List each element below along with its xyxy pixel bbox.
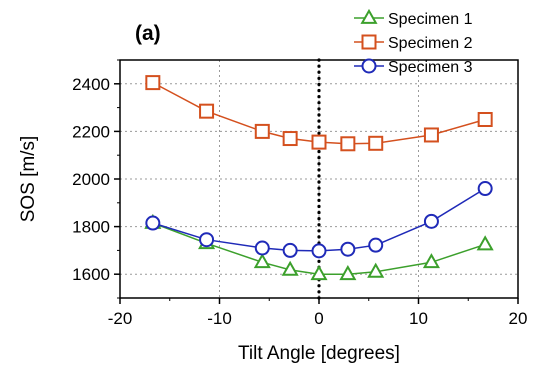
legend-item: Specimen 2	[354, 34, 473, 52]
x-tick-label: 0	[314, 309, 323, 328]
axes: -20 -10 0 10 20 1600 1800 2000 2200 2400	[72, 59, 528, 328]
data-point	[477, 112, 493, 127]
data-point	[199, 232, 215, 248]
data-point	[423, 213, 439, 229]
grid	[120, 60, 518, 298]
series-layer	[144, 75, 494, 281]
data-point	[340, 241, 356, 257]
y-tick-label: 2000	[72, 170, 110, 189]
legend-label: Specimen 1	[388, 11, 473, 28]
data-point	[368, 237, 384, 253]
legend: Specimen 1 Specimen 2 Specimen 3	[354, 8, 473, 76]
data-point	[281, 260, 299, 276]
legend-item: Specimen 3	[354, 58, 473, 76]
data-point	[423, 127, 439, 143]
data-point	[254, 240, 270, 256]
data-point	[253, 253, 271, 269]
legend-item: Specimen 1	[354, 8, 473, 28]
data-point	[254, 123, 270, 139]
data-point	[477, 181, 493, 197]
data-point	[368, 135, 384, 151]
data-point	[282, 242, 298, 258]
data-point	[476, 235, 494, 251]
y-tick-label: 1600	[72, 265, 110, 284]
x-tick-label: -20	[108, 309, 133, 328]
legend-marker	[360, 8, 378, 24]
y-axis-title: SOS [m/s]	[18, 136, 39, 223]
y-tick-label: 2200	[72, 122, 110, 141]
data-point	[311, 134, 327, 150]
legend-marker	[361, 58, 377, 74]
data-point	[145, 215, 161, 231]
data-point	[367, 262, 385, 278]
data-point	[282, 131, 298, 147]
data-point	[339, 265, 357, 281]
x-tick-label: 10	[409, 309, 428, 328]
legend-label: Specimen 3	[388, 59, 473, 76]
data-point	[340, 136, 356, 152]
x-tick-label: 20	[509, 309, 528, 328]
legend-label: Specimen 2	[388, 35, 473, 52]
data-point	[199, 103, 215, 119]
y-tick-label: 1800	[72, 218, 110, 237]
data-point	[422, 253, 440, 269]
x-axis-title: Tilt Angle [degrees]	[238, 343, 400, 364]
y-tick-label: 2400	[72, 75, 110, 94]
data-point	[311, 243, 327, 259]
data-point	[145, 75, 161, 91]
panel-label: (a)	[135, 22, 161, 45]
legend-marker	[361, 34, 377, 50]
x-tick-label: -10	[207, 309, 232, 328]
series-2	[145, 75, 493, 152]
data-point	[310, 265, 328, 281]
series-3	[145, 181, 493, 259]
